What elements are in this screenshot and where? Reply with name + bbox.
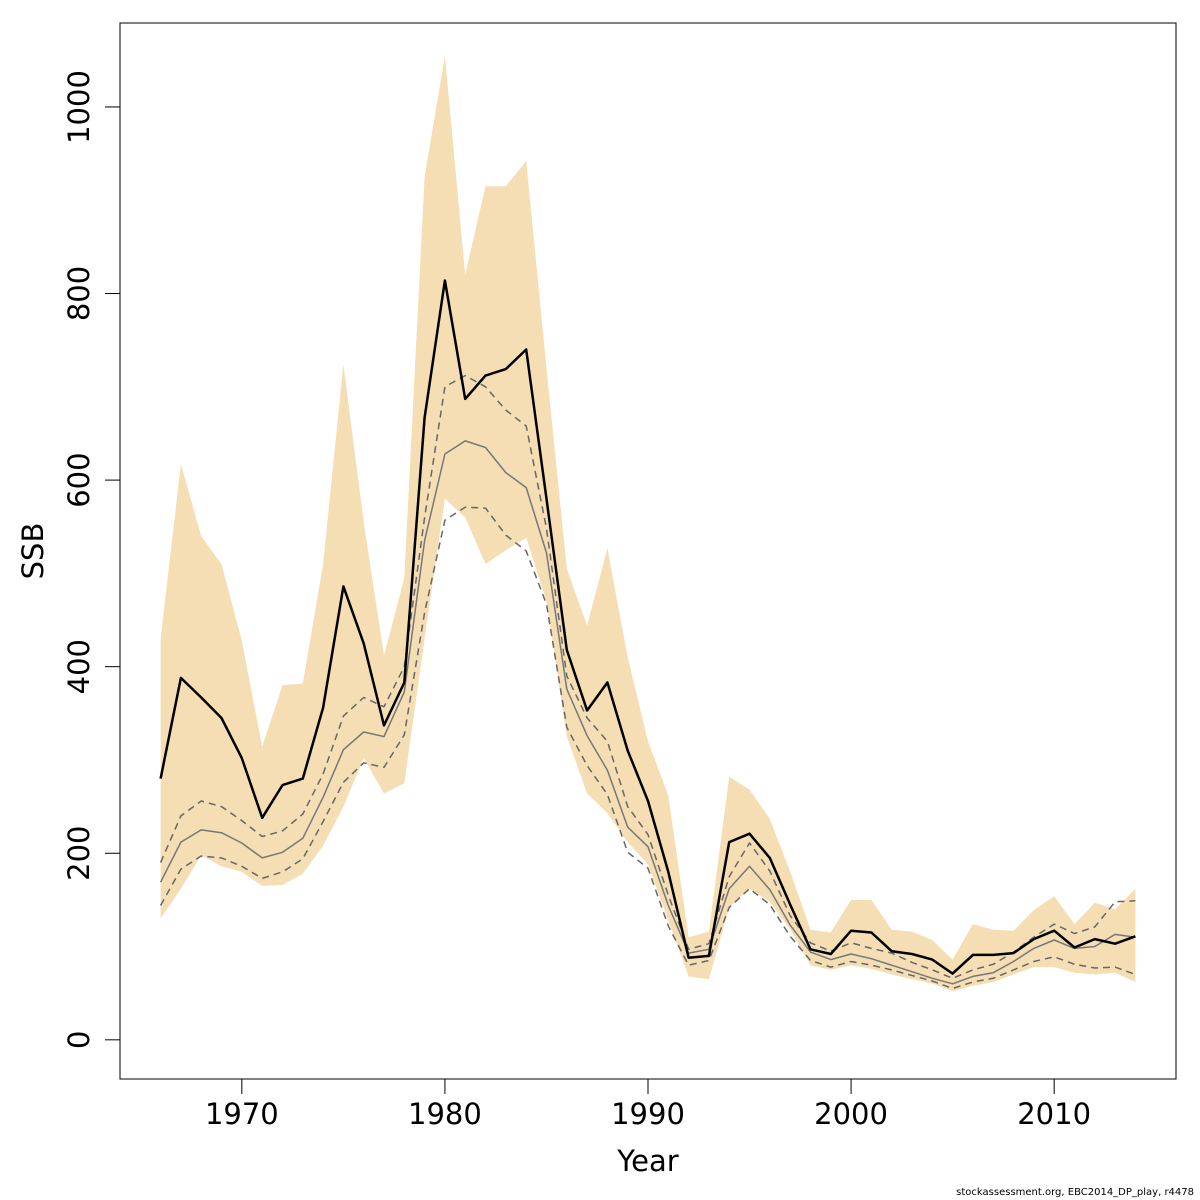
- y-axis: 0 200 400 600 800 1000: [62, 70, 121, 1049]
- x-tick-label-1990: 1990: [611, 1097, 685, 1131]
- y-axis-label: SSB: [16, 523, 50, 580]
- series-line-3: [159, 506, 1136, 990]
- x-axis: 1970 1980 1990 2000 2010: [205, 1078, 1091, 1131]
- x-axis-label: Year: [616, 1144, 678, 1178]
- y-tick-label-0: 0: [62, 1031, 96, 1049]
- x-tick-label-1980: 1980: [408, 1097, 482, 1131]
- x-tick-label-2000: 2000: [814, 1097, 888, 1131]
- confidence-band-layer: [160, 55, 1136, 992]
- x-tick-label-1970: 1970: [205, 1097, 279, 1131]
- x-tick-label-2010: 2010: [1017, 1097, 1091, 1131]
- y-tick-label-200: 200: [62, 826, 96, 881]
- series-layer: [159, 279, 1136, 990]
- y-tick-label-1000: 1000: [62, 70, 96, 144]
- series-line-2: [159, 374, 1136, 980]
- plot-frame: [119, 22, 1177, 1080]
- y-tick-label-800: 800: [62, 266, 96, 321]
- confidence-band: [160, 55, 1136, 992]
- series-line-1: [159, 440, 1136, 985]
- footer-credit: stockassessment.org, EBC2014_DP_play, r4…: [956, 1187, 1194, 1198]
- series-line-0: [159, 279, 1136, 975]
- y-tick-label-400: 400: [62, 639, 96, 694]
- y-tick-label-600: 600: [62, 452, 96, 507]
